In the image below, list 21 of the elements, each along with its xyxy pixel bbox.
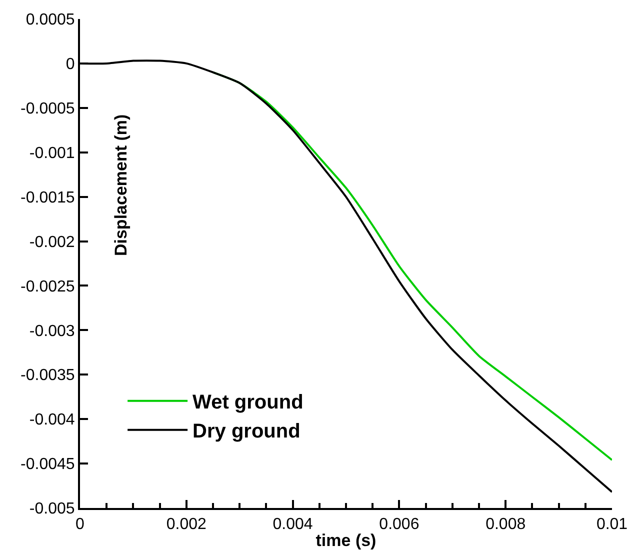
legend-label: Wet ground xyxy=(192,392,304,414)
x-tick-label: 0.01 xyxy=(596,516,628,534)
y-tick-label: -0.001 xyxy=(29,144,75,162)
x-tick-label: 0.002 xyxy=(166,516,207,534)
y-tick-label: -0.004 xyxy=(29,412,75,429)
y-tick-label: 0 xyxy=(66,56,75,74)
x-tick-label: 0.008 xyxy=(486,516,526,534)
x-axis-title: time (s) xyxy=(316,531,376,550)
y-tick-label: -0.0005 xyxy=(20,100,75,118)
y-tick-label: -0.002 xyxy=(29,234,75,251)
y-tick-label: -0.0045 xyxy=(20,456,75,474)
y-tick-label: -0.005 xyxy=(29,500,75,518)
y-tick-label: -0.0025 xyxy=(20,278,75,296)
x-tick-label: 0.006 xyxy=(379,516,420,534)
y-tick-label: -0.0035 xyxy=(20,367,75,384)
legend-label: Dry ground xyxy=(192,420,300,443)
y-tick-label: -0.0015 xyxy=(20,189,75,206)
y-axis-title: Displacement (m) xyxy=(112,114,130,256)
y-tick-label: -0.003 xyxy=(29,322,75,340)
x-tick-label: 0.004 xyxy=(272,516,313,534)
y-tick-label: 0.0005 xyxy=(26,12,75,29)
